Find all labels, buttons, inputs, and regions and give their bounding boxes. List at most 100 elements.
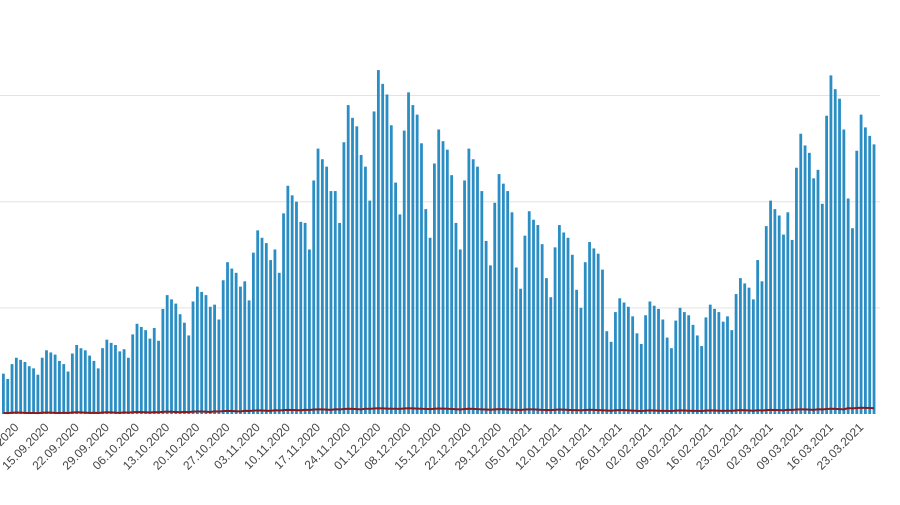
bar [2,373,5,414]
bar [691,324,695,414]
bar [575,289,579,414]
bar [83,350,87,414]
bar [644,315,647,414]
bar [713,308,716,414]
bar [726,316,729,414]
bar [372,111,376,414]
bar [312,180,316,414]
bar [40,357,44,414]
bar [838,98,841,414]
bar [648,301,652,414]
bar [376,70,380,415]
bar [678,307,682,414]
bar [769,200,772,414]
bar [618,298,622,414]
bar [816,169,820,414]
bar [226,262,229,414]
bar [6,378,10,414]
bar [45,350,48,414]
bar [174,303,178,414]
bar [200,291,204,414]
bar [27,366,31,414]
bar [609,341,613,414]
bar [743,283,747,414]
bar [329,191,333,414]
bar [682,312,686,414]
bar [433,163,436,414]
bar [126,357,130,414]
bar [96,368,100,414]
bar [851,228,854,414]
bar [385,94,389,414]
bar [320,159,324,414]
bar [605,331,609,414]
bar [700,346,704,414]
bar [454,222,458,414]
bar [545,278,548,414]
bar [139,326,143,414]
bar [846,198,850,414]
bar [420,143,423,415]
bar [536,225,540,414]
bar [471,159,475,414]
bar [747,287,751,414]
bar [303,222,307,414]
bar [165,295,169,414]
bar [829,75,833,414]
bar [135,323,139,414]
bar [14,357,18,414]
bar [773,209,777,414]
bar [381,83,385,414]
bar [368,200,372,414]
bar [480,191,484,414]
bar [670,348,673,414]
bar [32,368,35,414]
bar [553,247,557,414]
bar [764,226,768,414]
bar [695,335,699,414]
bar [596,253,600,414]
bar [708,304,712,414]
bar [23,361,27,414]
bar [204,295,208,414]
bar [484,240,488,414]
bar [355,126,359,415]
bar [316,148,320,414]
bar [799,133,803,414]
bar [786,212,790,414]
bar [260,237,264,414]
bar [467,148,471,414]
bar [131,334,135,414]
bar [109,342,113,414]
bar [282,213,285,414]
bar [562,232,566,414]
bar [239,286,242,414]
bar [721,321,725,414]
bar [782,234,785,414]
bar [635,333,639,414]
bar [592,248,596,414]
bar [777,215,781,414]
bar [549,297,553,414]
bar [855,150,859,414]
bar [118,351,122,414]
bar [161,308,165,414]
bar [493,202,497,414]
bar [338,222,341,414]
bar [10,364,14,414]
bar [62,364,66,414]
bar [402,130,406,415]
bar [734,294,738,414]
bar [333,191,337,414]
bar [208,306,212,414]
bar [364,166,367,414]
bar [234,272,238,414]
bar [122,349,126,414]
bar [277,272,281,414]
bar [394,182,398,414]
bar [790,239,794,414]
bar [230,268,234,414]
bar [566,237,570,414]
bar [415,114,419,415]
